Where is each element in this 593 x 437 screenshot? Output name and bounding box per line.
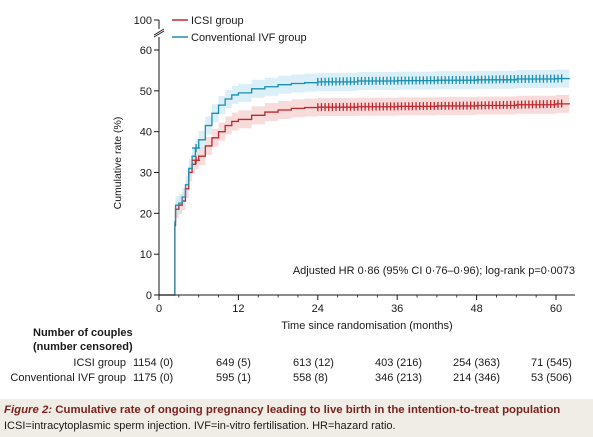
series-line-0 [159,103,570,296]
figure-label: Figure 2: [4,404,53,416]
risk-cell: 346 (213) [375,372,423,384]
risk-table-heading-line1: Number of couples [33,327,133,339]
y-axis-label: Cumulative rate (%) [112,117,124,210]
y-tick-label: 30 [140,168,152,180]
hr-annotation: Adjusted HR 0·86 (95% CI 0·76–0·96); log… [293,265,575,277]
legend-label-0: ICSI group [191,15,244,27]
y-tick-label: 0 [146,290,152,302]
risk-cell: 649 (5) [216,357,251,369]
risk-row-label-ivf: Conventional IVF group [10,372,126,384]
survival-lines [159,77,570,296]
risk-cell: 1154 (0) [133,357,174,369]
y-tick-label: 100 [134,15,152,27]
y-tick-label: 40 [140,127,152,139]
legend: ICSI group Conventional IVF group [172,15,307,44]
x-tick-label: 60 [550,303,562,315]
risk-cell: 53 (506) [531,372,572,384]
series-line-1 [159,77,570,296]
x-tick-label: 12 [232,303,244,315]
x-tick-label: 48 [470,303,482,315]
x-axis-label: Time since randomisation (months) [281,320,452,332]
legend-label-1: Conventional IVF group [191,32,307,44]
axis-break-mark [153,28,165,36]
axis-break-mark [153,30,165,38]
km-chart: 0 10 20 30 40 50 60 100 0 12 24 36 48 60 ICSI group Co… [112,15,575,332]
risk-cell: 1175 (0) [133,372,174,384]
x-tick-label: 24 [312,303,324,315]
risk-cell: 558 (8) [293,372,328,384]
y-tick-label: 60 [140,45,152,57]
x-tick-label: 0 [156,303,162,315]
risk-cell: 71 (545) [531,357,572,369]
axes: 0 10 20 30 40 50 60 100 0 12 24 36 48 60 [134,15,575,315]
risk-cell: 595 (1) [216,372,251,384]
y-tick-label: 10 [140,249,152,261]
caption-abbreviations: ICSI=intracytoplasmic sperm injection. I… [4,420,396,432]
x-tick-label: 36 [391,303,403,315]
censor-marks [192,74,563,165]
risk-cell: 613 (12) [293,357,334,369]
y-tick-label: 20 [140,208,152,220]
caption-title: Figure 2: Cumulative rate of ongoing pre… [4,404,560,416]
risk-row-label-icsi: ICSI group [73,357,126,369]
y-tick-label: 50 [140,86,152,98]
risk-cell: 403 (216) [375,357,423,369]
risk-cell: 254 (363) [453,357,501,369]
risk-cell: 214 (346) [453,372,501,384]
figure-title: Cumulative rate of ongoing pregnancy lea… [55,404,561,416]
figure-caption: Figure 2: Cumulative rate of ongoing pre… [0,399,593,437]
confidence-bands [159,69,570,295]
risk-table-heading-line2: (number censored) [33,341,133,353]
